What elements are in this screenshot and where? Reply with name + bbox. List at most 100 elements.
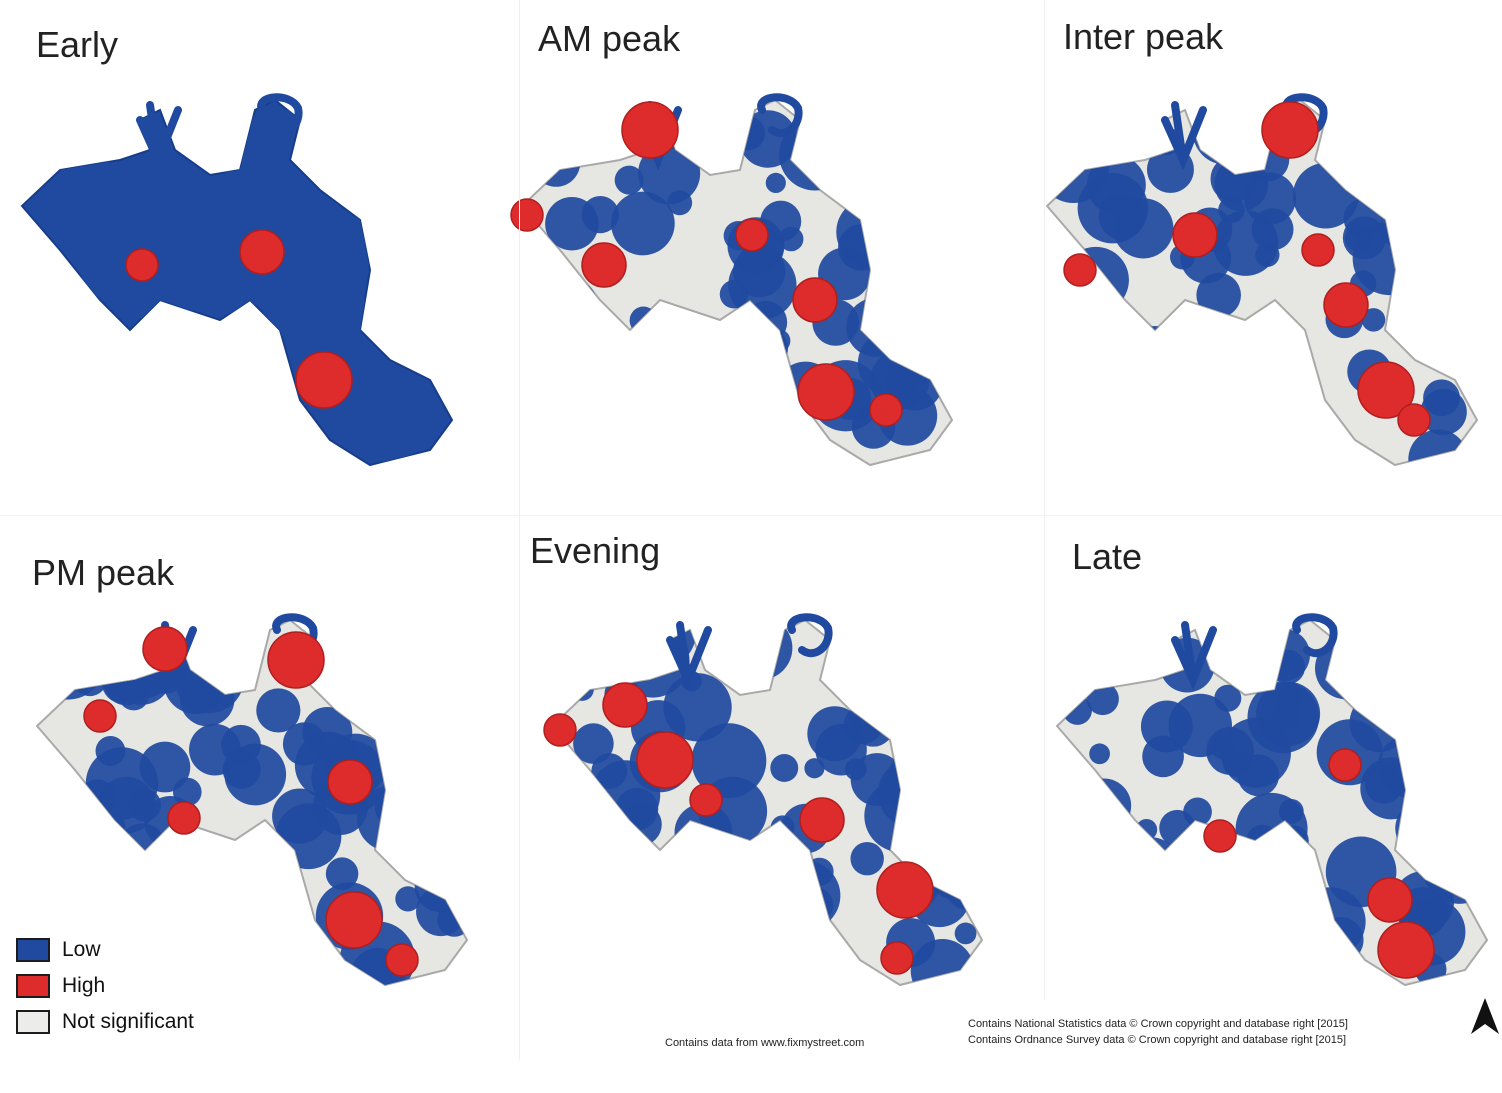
low-cluster xyxy=(720,839,788,908)
low-cluster xyxy=(525,100,580,140)
low-cluster xyxy=(1113,198,1174,259)
legend-label: High xyxy=(62,974,106,997)
low-cluster xyxy=(584,885,658,959)
low-cluster xyxy=(46,207,84,245)
low-cluster xyxy=(1271,964,1299,985)
low-cluster xyxy=(1113,632,1155,675)
low-cluster xyxy=(599,948,662,985)
low-cluster xyxy=(1157,863,1196,901)
low-cluster xyxy=(383,231,433,281)
road-fork xyxy=(136,101,182,171)
low-cluster xyxy=(729,620,793,680)
low-cluster xyxy=(1132,332,1187,387)
low-cluster xyxy=(1377,621,1430,675)
credit-national-statistics: Contains National Statistics data © Crow… xyxy=(968,1018,1348,1030)
low-cluster xyxy=(74,117,122,165)
low-cluster xyxy=(908,165,946,203)
low-cluster xyxy=(1086,682,1119,716)
low-cluster xyxy=(798,887,834,923)
high-hotspot xyxy=(735,218,769,252)
low-cluster xyxy=(1206,727,1254,775)
low-cluster xyxy=(1095,360,1172,437)
low-cluster xyxy=(1109,341,1149,381)
low-cluster xyxy=(1235,396,1281,442)
low-cluster xyxy=(770,754,799,782)
panel-title: Inter peak xyxy=(1063,16,1224,57)
map-inter-peak xyxy=(1045,93,1479,467)
panel-late: Late xyxy=(1015,530,1502,1060)
low-cluster xyxy=(916,620,976,676)
map-late xyxy=(1055,613,1489,987)
low-cluster xyxy=(1370,676,1392,698)
legend-label: Not significant xyxy=(62,1010,194,1033)
low-cluster xyxy=(1423,379,1460,417)
low-cluster xyxy=(613,331,655,373)
low-cluster xyxy=(167,403,222,458)
low-cluster xyxy=(1277,418,1312,453)
map-early xyxy=(20,93,454,467)
low-cluster xyxy=(253,921,304,972)
low-cluster xyxy=(765,172,786,193)
low-cluster xyxy=(573,784,610,822)
low-cluster xyxy=(99,878,123,901)
low-cluster xyxy=(614,165,644,195)
low-cluster xyxy=(1202,353,1237,387)
low-cluster xyxy=(624,922,676,974)
low-cluster xyxy=(256,688,301,733)
low-cluster xyxy=(886,170,952,240)
low-cluster xyxy=(1251,208,1294,251)
low-cluster xyxy=(899,725,974,799)
low-cluster xyxy=(1436,218,1477,266)
high-hotspot xyxy=(792,277,838,323)
map-evening xyxy=(543,613,984,987)
low-cluster xyxy=(540,277,599,336)
low-cluster xyxy=(729,118,750,139)
legend-item-not-significant: Not significant xyxy=(16,1004,194,1040)
low-cluster xyxy=(1444,647,1487,699)
low-cluster xyxy=(1127,949,1172,985)
low-cluster xyxy=(1395,800,1452,856)
map-pm-peak xyxy=(35,613,469,987)
low-cluster xyxy=(1183,797,1212,827)
high-hotspot xyxy=(83,699,117,733)
low-cluster xyxy=(353,649,406,702)
low-cluster xyxy=(299,440,320,461)
panel-pm-peak: PM peak xyxy=(0,530,520,1060)
low-cluster xyxy=(1136,405,1186,454)
low-cluster xyxy=(208,838,282,913)
low-cluster xyxy=(709,912,759,961)
panel-inter-peak: Inter peak xyxy=(1015,0,1502,530)
low-cluster xyxy=(795,944,845,985)
high-hotspot xyxy=(295,351,353,409)
road-fork xyxy=(1161,101,1207,171)
low-cluster xyxy=(1071,947,1132,985)
low-cluster xyxy=(657,944,695,982)
low-cluster xyxy=(838,224,885,271)
low-cluster xyxy=(316,958,351,985)
low-cluster xyxy=(362,215,427,280)
low-cluster xyxy=(593,625,629,661)
low-cluster xyxy=(884,751,950,818)
low-cluster xyxy=(1256,681,1321,746)
low-cluster xyxy=(1415,128,1477,192)
low-cluster xyxy=(672,940,722,985)
low-cluster xyxy=(1140,700,1193,753)
high-hotspot xyxy=(1323,282,1369,328)
high-hotspot xyxy=(602,682,648,728)
low-cluster xyxy=(1234,353,1268,387)
low-cluster xyxy=(101,657,143,699)
low-cluster xyxy=(1137,340,1168,371)
low-cluster xyxy=(1382,620,1429,658)
high-hotspot xyxy=(636,731,694,789)
low-cluster xyxy=(1384,680,1421,717)
high-hotspot xyxy=(167,801,201,835)
low-cluster xyxy=(694,405,749,461)
high-hotspot xyxy=(1377,921,1435,979)
low-cluster xyxy=(1278,825,1309,857)
low-cluster xyxy=(37,623,106,700)
high-hotspot xyxy=(1357,361,1415,419)
low-cluster xyxy=(778,226,804,252)
high-hotspot xyxy=(621,101,679,159)
low-cluster xyxy=(61,319,134,392)
low-cluster xyxy=(1355,100,1424,146)
